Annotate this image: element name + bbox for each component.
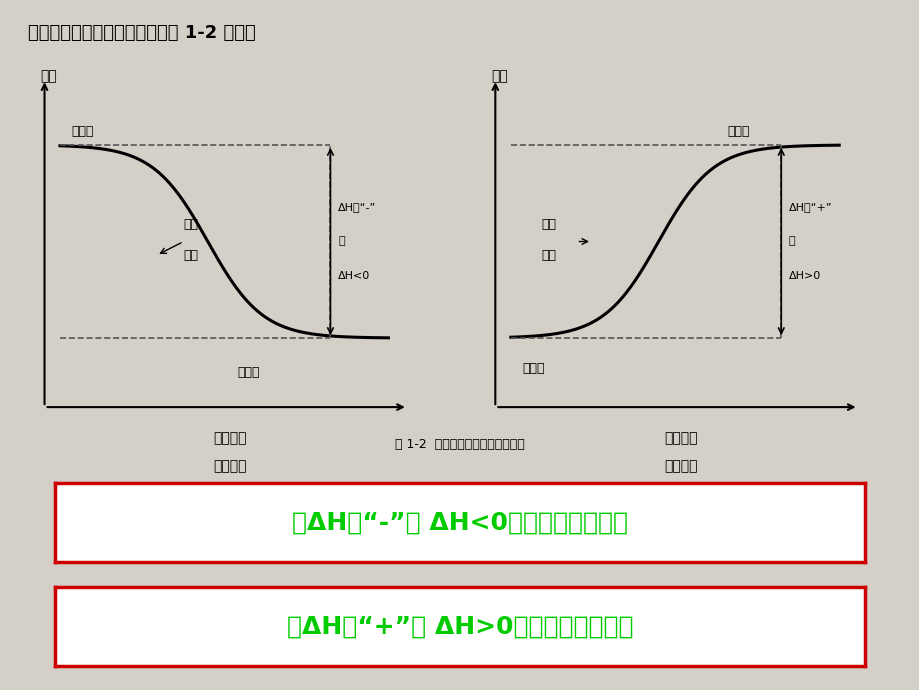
Text: 吸热反应: 吸热反应 <box>664 459 697 473</box>
Text: 放热反应: 放热反应 <box>213 459 246 473</box>
Text: 图 1-2  化学反应过程中的能量变化: 图 1-2 化学反应过程中的能量变化 <box>394 438 525 451</box>
Text: 反应物: 反应物 <box>522 362 544 375</box>
Text: ΔH为“+”: ΔH为“+” <box>789 202 832 212</box>
Text: ΔH>0: ΔH>0 <box>789 271 821 281</box>
Text: 反应物: 反应物 <box>72 125 94 138</box>
Text: ΔH<0: ΔH<0 <box>338 271 370 281</box>
Text: 化学变化过程中的能量变化如图 1-2 所示。: 化学变化过程中的能量变化如图 1-2 所示。 <box>28 24 255 42</box>
Text: 当ΔH为“+”（ ΔH>0）时，为吸热反应: 当ΔH为“+”（ ΔH>0）时，为吸热反应 <box>287 614 632 638</box>
Text: 能量: 能量 <box>40 69 57 83</box>
Text: 当ΔH为“-”（ ΔH<0）时，为放热反应: 当ΔH为“-”（ ΔH<0）时，为放热反应 <box>291 511 628 535</box>
Text: 吸收: 吸收 <box>541 218 556 230</box>
Text: 热量: 热量 <box>184 249 199 262</box>
Text: ΔH为“-”: ΔH为“-” <box>338 202 376 212</box>
Text: 生成物: 生成物 <box>237 366 260 379</box>
Text: 或: 或 <box>789 237 795 246</box>
Text: 反应过程: 反应过程 <box>213 431 246 445</box>
Text: 能量: 能量 <box>491 69 507 83</box>
Text: 或: 或 <box>338 237 345 246</box>
Text: 生成物: 生成物 <box>726 125 749 138</box>
Text: 反应过程: 反应过程 <box>664 431 697 445</box>
Text: 放出: 放出 <box>184 218 199 230</box>
Text: 热量: 热量 <box>541 249 556 262</box>
